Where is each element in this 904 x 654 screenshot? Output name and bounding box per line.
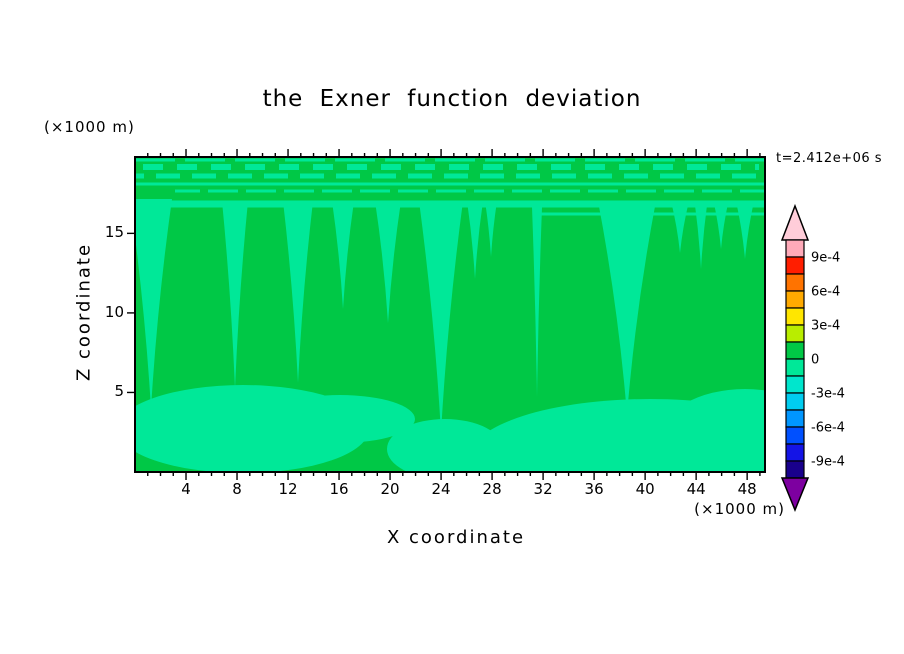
colorbar-segment [785,324,805,343]
x-tick-label: 32 [533,480,553,498]
x-axis-unit: (×1000 m) [694,500,785,518]
plume-region [467,201,483,279]
plume-region [736,201,754,259]
colorbar-segment [785,256,805,275]
y-tick-label: 15 [104,223,124,242]
x-tick-label: 48 [737,480,757,498]
pool-region [265,395,415,443]
colorbar-label: 3e-4 [811,319,840,334]
plume-region [222,201,248,389]
colorbar-under-arrow [780,477,810,512]
time-stamp: t=2.412e+06 s [776,151,883,166]
x-tick-label: 40 [635,480,655,498]
contour-anomaly-regions [135,158,765,472]
plume-region [283,201,313,383]
y-tick-label: 5 [114,382,124,401]
colorbar-segment [785,409,805,428]
x-tick-label: 36 [584,480,604,498]
plume-region [419,201,463,433]
colorbar-label: -6e-4 [811,421,845,436]
plume-region [532,207,542,397]
colorbar-label: -9e-4 [811,455,845,470]
pool-region [660,389,765,472]
y-axis-unit: (×1000 m) [44,118,135,136]
colorbar-segment [785,290,805,309]
colorbar-segment [785,460,805,479]
colorbar-segment [785,392,805,411]
x-tick-label: 8 [232,480,242,498]
x-tick-label: 20 [380,480,400,498]
plume-region [671,201,689,253]
plume-region [485,201,497,257]
x-axis-title: X coordinate [386,527,526,548]
x-tick-label: 24 [431,480,451,498]
y-tick-label: 10 [104,302,124,321]
colorbar-label: -3e-4 [811,387,845,402]
colorbar-label: 9e-4 [811,251,840,266]
chart-title: the Exner function deviation [262,86,642,112]
contour-plot [127,149,766,480]
colorbar-segment [785,443,805,462]
x-tick-label: 12 [278,480,298,498]
colorbar-segment [785,273,805,292]
axis-ticks [127,149,761,480]
x-tick-label: 16 [329,480,349,498]
plume-region [598,201,656,415]
colorbar-segment [785,239,805,258]
colorbar-segment [785,307,805,326]
colorbar-label: 0 [811,353,819,368]
plot-frame [134,156,766,473]
colorbar-label: 6e-4 [811,285,840,300]
x-tick-label: 4 [181,480,191,498]
colorbar: 9e-4 6e-4 3e-4 0 -3e-4 -6e-4 -9e-4 [780,203,845,512]
plume-region [713,201,729,249]
x-tick-label: 28 [482,480,502,498]
colorbar-segment [785,426,805,445]
plume-region [332,201,354,309]
colorbar-over-arrow [780,203,810,241]
plume-region [694,201,708,269]
x-tick-label: 44 [686,480,706,498]
plume-region [135,199,172,409]
colorbar-segment [785,375,805,394]
colorbar-segment [785,358,805,377]
plume-region [375,201,401,323]
colorbar-segment [785,341,805,360]
